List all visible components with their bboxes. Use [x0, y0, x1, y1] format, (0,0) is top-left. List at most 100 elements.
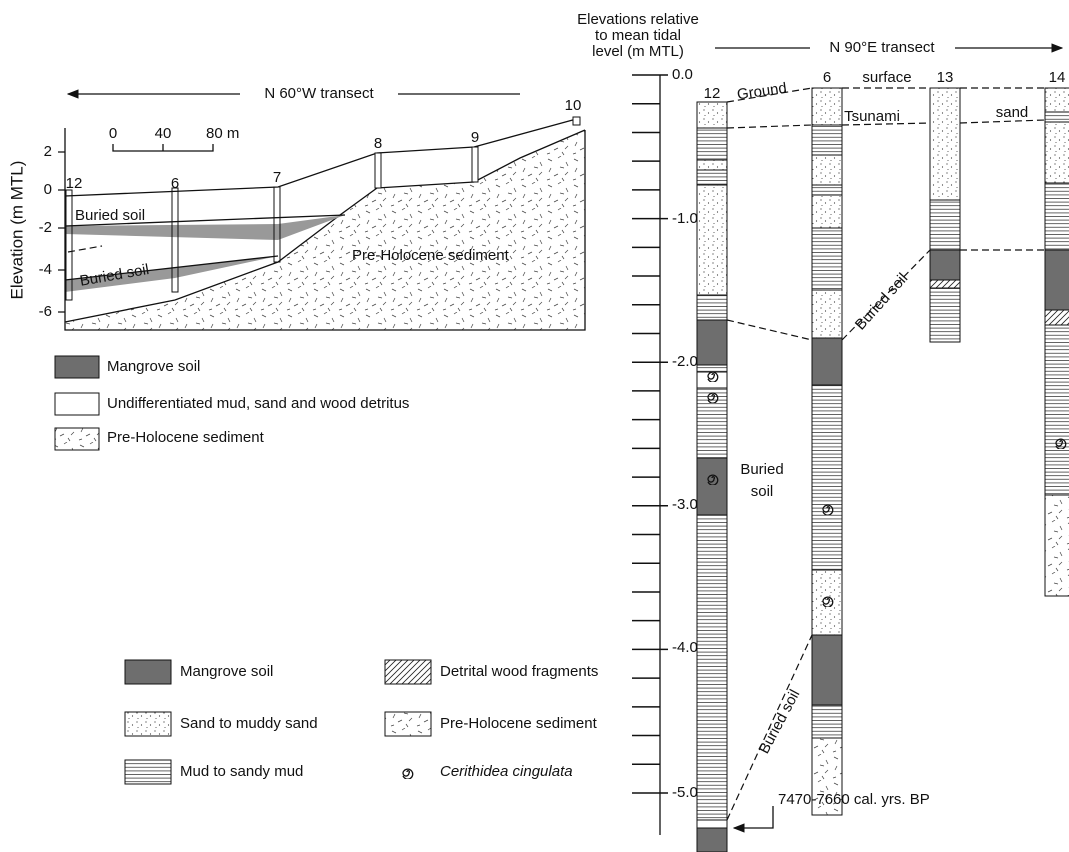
y-tick-label: 2	[44, 143, 52, 160]
y-ticks	[58, 152, 65, 312]
legend-label: Pre-Holocene sediment	[440, 715, 598, 732]
y-tick-label: -5.0	[672, 784, 698, 801]
core-layer	[812, 338, 842, 385]
borehole-label: 8	[374, 135, 382, 152]
legend-label: Mangrove soil	[180, 663, 273, 680]
y-tick-label: -6	[39, 303, 52, 320]
core-layer	[812, 88, 842, 125]
core-layer	[812, 635, 842, 705]
y-tick-label: -2	[39, 219, 52, 236]
core-layer	[812, 155, 842, 185]
core-label: 13	[937, 69, 954, 86]
scale-label: 80 m	[206, 125, 239, 142]
core-layer	[697, 128, 727, 160]
core-layer	[930, 88, 960, 200]
left-panel: N 60°W transect 2 0 -2 -4 -6 Elevation (…	[7, 85, 585, 450]
core-layer	[1045, 310, 1069, 325]
core-layer	[697, 185, 727, 295]
legend: Mangrove soil Sand to muddy sand Mud to …	[125, 660, 598, 784]
core-label: 12	[704, 85, 721, 102]
scale-label: 40	[155, 125, 172, 142]
layer-label: soil	[751, 483, 774, 500]
core-layer	[812, 570, 842, 635]
scale-bar	[113, 144, 213, 151]
core-layer	[1045, 183, 1069, 250]
core-layer	[1045, 122, 1069, 183]
layer-label: Buried	[740, 461, 783, 478]
core-layer	[697, 320, 727, 365]
y-tick-label: -3.0	[672, 496, 698, 513]
axis-title: Elevations relative	[577, 11, 699, 28]
core-layer	[697, 515, 727, 820]
core-layer	[697, 295, 727, 320]
legend-label: Sand to muddy sand	[180, 715, 318, 732]
transect-label: N 60°W transect	[264, 85, 374, 102]
layer-label: Tsunami	[844, 108, 900, 125]
layer-label: Buried soil	[75, 207, 145, 224]
core-layer	[812, 185, 842, 195]
legend-swatch	[403, 769, 413, 779]
date-label: 7470-7660 cal. yrs. BP	[778, 791, 930, 808]
layer-label: Ground	[736, 80, 788, 104]
core-layer	[697, 365, 727, 372]
layer-label: Buried soil	[756, 687, 804, 757]
core-label: 6	[823, 69, 831, 86]
legend-swatch	[55, 356, 99, 378]
layer-label: Pre-Holocene sediment	[352, 247, 510, 264]
layer-label: sand	[996, 104, 1029, 121]
core-layer	[812, 385, 842, 570]
figure: N 60°W transect 2 0 -2 -4 -6 Elevation (…	[0, 0, 1069, 852]
legend-swatch	[385, 660, 431, 684]
core-layer	[1045, 325, 1069, 495]
core-layer	[1045, 495, 1069, 596]
y-tick-label: -4	[39, 261, 52, 278]
core-layer	[697, 820, 727, 828]
legend-label: Mud to sandy mud	[180, 763, 303, 780]
legend-swatch	[125, 660, 171, 684]
legend-swatch	[55, 428, 99, 450]
borehole-label: 12	[66, 175, 83, 192]
y-tick-label: 0.0	[672, 66, 693, 83]
core-layer	[812, 705, 842, 738]
core-label: 14	[1049, 69, 1066, 86]
borehole-label: 9	[471, 129, 479, 146]
legend-swatch	[125, 760, 171, 784]
legend-label: Mangrove soil	[107, 358, 200, 375]
y-tick-label: -4.0	[672, 639, 698, 656]
core-layer	[1045, 112, 1069, 122]
core-layer	[697, 828, 727, 852]
core-layer	[930, 288, 960, 342]
core-layer	[930, 250, 960, 280]
transect-label: N 90°E transect	[829, 39, 935, 56]
date-arrow	[734, 806, 773, 828]
legend-label: Detrital wood fragments	[440, 663, 598, 680]
core-layer	[1045, 250, 1069, 310]
legend-label: Cerithidea cingulata	[440, 763, 573, 780]
y-axis-label: Elevation (m MTL)	[7, 161, 26, 300]
core-layer	[697, 102, 727, 128]
y-tick-label: -1.0	[672, 210, 698, 227]
core-layer	[697, 160, 727, 170]
core-layer	[697, 458, 727, 515]
core-layer	[930, 200, 960, 250]
core-layer	[812, 228, 842, 290]
core-layer	[697, 388, 727, 458]
axis-title: level (m MTL)	[592, 43, 684, 60]
buried-soil-line	[68, 246, 102, 252]
layer-label: Buried soil	[852, 270, 912, 333]
core-layer	[697, 170, 727, 185]
borehole-label: 10	[565, 97, 582, 114]
core-layer	[812, 290, 842, 338]
core-layer	[1045, 88, 1069, 112]
axis-title: to mean tidal	[595, 27, 681, 44]
borehole-label: 6	[171, 175, 179, 192]
y-tick-label: -2.0	[672, 353, 698, 370]
legend-label: Pre-Holocene sediment	[107, 429, 265, 446]
layer-label: surface	[862, 69, 911, 86]
y-tick-label: 0	[44, 181, 52, 198]
legend-swatch	[125, 712, 171, 736]
legend-swatch	[55, 393, 99, 415]
core-layer	[812, 195, 842, 228]
core-layer	[812, 125, 842, 155]
borehole-label: 7	[273, 169, 281, 186]
